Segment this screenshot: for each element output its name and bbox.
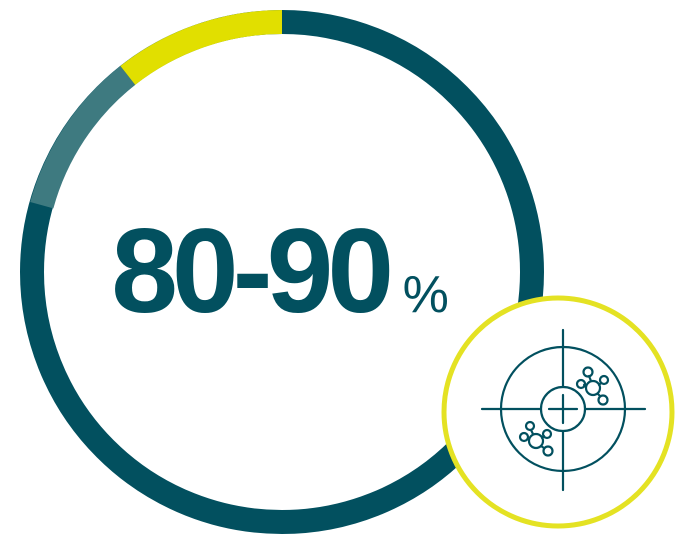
target-badge [441, 295, 675, 529]
ring-base [20, 10, 544, 534]
bacteria-cluster-upper [575, 366, 610, 406]
progress-ring [20, 10, 544, 534]
badge-circle [441, 295, 675, 529]
bacteria-cluster-lower [518, 420, 554, 457]
ring-segment-highlight [120, 10, 283, 85]
ring-segment-secondary [30, 65, 136, 209]
percentage-label: 80-90 % [111, 204, 449, 338]
percentage-unit: % [403, 266, 449, 324]
percentage-value: 80-90 [111, 204, 389, 338]
target-bacteria-icon [480, 328, 647, 492]
